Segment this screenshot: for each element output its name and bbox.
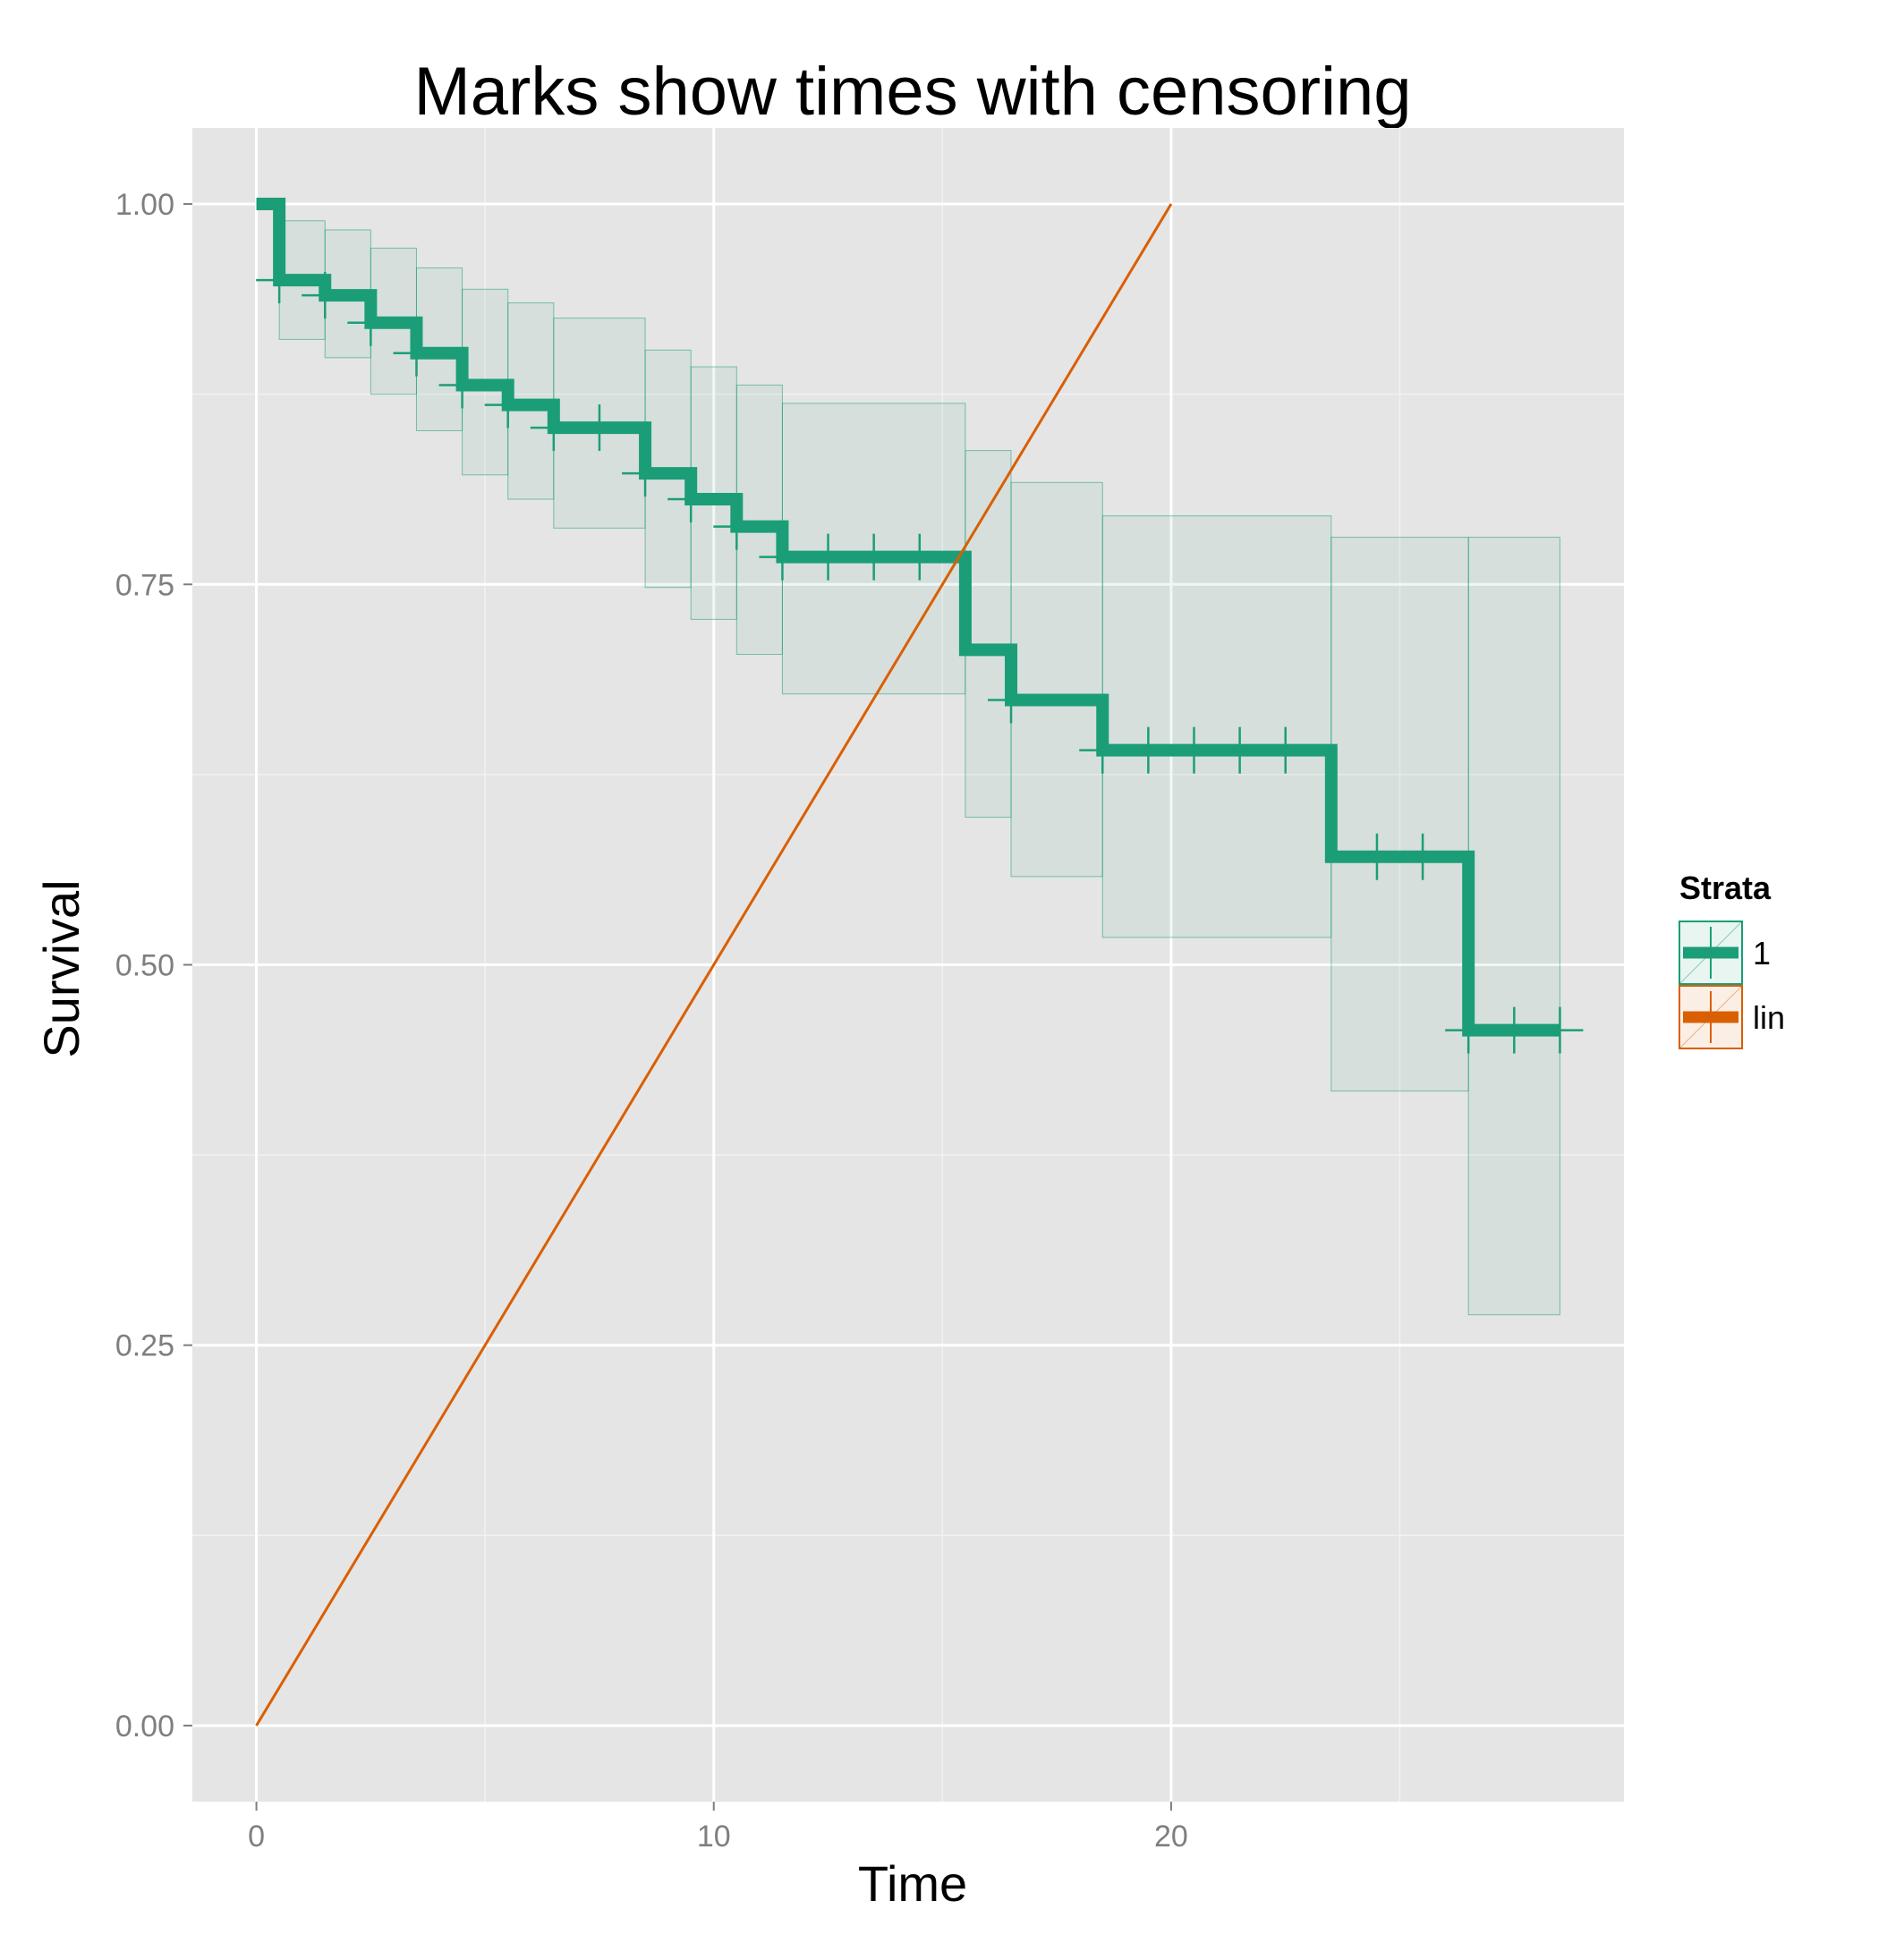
lin-series-line (255, 203, 1173, 1727)
y-tick-label: 1.00 (115, 188, 174, 222)
confidence-interval-band (1330, 537, 1469, 1092)
x-tick-label: 20 (1154, 1820, 1188, 1854)
y-tick-label: 0.25 (115, 1329, 174, 1363)
y-tick-label: 0.75 (115, 568, 174, 602)
confidence-interval-band (965, 450, 1012, 819)
x-axis-title: Time (858, 1855, 967, 1912)
confidence-interval-band (735, 384, 783, 656)
plot-area: 0 10 20 0.00 0.25 0.50 0.75 1.00 (115, 128, 1624, 1854)
legend-label: 1 (1753, 935, 1771, 972)
x-tick-label: 10 (697, 1820, 731, 1854)
legend: Strata 1 lin (1679, 870, 1785, 1049)
y-tick-label: 0.50 (115, 949, 174, 983)
legend-title: Strata (1679, 870, 1772, 906)
confidence-interval-band (1101, 515, 1332, 938)
y-axis-title: Survival (33, 879, 89, 1057)
x-tick-label: 0 (248, 1820, 265, 1854)
y-tick-label: 0.00 (115, 1710, 174, 1744)
confidence-interval-band (1467, 537, 1560, 1316)
confidence-interval-band (1010, 481, 1103, 878)
chart-title: Marks show times with censoring (413, 54, 1411, 130)
legend-label: lin (1753, 999, 1785, 1036)
